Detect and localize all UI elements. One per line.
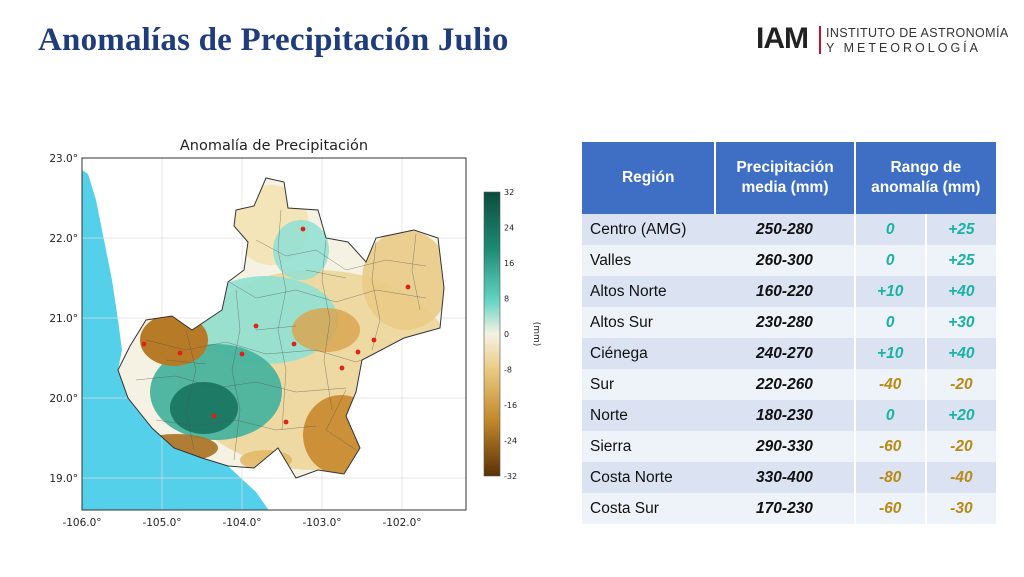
cell-media: 220-260	[715, 369, 856, 400]
cell-anomaly-low: 0	[854, 245, 927, 276]
y-tick-label: 23.0°	[49, 153, 78, 165]
cell-region: Valles	[582, 245, 716, 276]
cell-anomaly-low: 0	[854, 307, 927, 338]
table-row: Ciénega 240-270 +10 +40	[582, 338, 996, 369]
cell-region: Norte	[582, 400, 716, 431]
colorbar-tick: -24	[504, 437, 517, 446]
cell-anomaly-low: -80	[854, 462, 927, 493]
table-row: Sur 220-260 -40 -20	[582, 369, 996, 400]
cell-region: Altos Norte	[582, 276, 716, 307]
header-rango: Rango de anomalía (mm)	[854, 142, 996, 214]
cell-anomaly-low: +10	[854, 338, 927, 369]
cell-media: 330-400	[715, 462, 856, 493]
cell-anomaly-high: -40	[925, 462, 996, 493]
precipitation-anomaly-map: Anomalía de Precipitación	[26, 130, 546, 530]
cell-region: Sierra	[582, 431, 716, 462]
table-row: Altos Sur 230-280 0 +30	[582, 307, 996, 338]
table-row: Valles 260-300 0 +25	[582, 245, 996, 276]
cell-anomaly-high: +25	[925, 214, 996, 245]
cell-anomaly-low: 0	[854, 400, 927, 431]
colorbar-tick: 24	[504, 224, 514, 233]
logo-divider	[819, 26, 821, 54]
table-header-row: Región Precipitación media (mm) Rango de…	[582, 142, 996, 214]
x-tick-label: -103.0°	[302, 517, 341, 529]
x-tick-label: -106.0°	[62, 517, 101, 529]
table-row: Altos Norte 160-220 +10 +40	[582, 276, 996, 307]
table-row: Centro (AMG) 250-280 0 +25	[582, 214, 996, 245]
x-tick-label: -104.0°	[222, 517, 261, 529]
colorbar-tick: -32	[504, 472, 517, 481]
colorbar-tick: -16	[504, 401, 517, 410]
cell-region: Sur	[582, 369, 716, 400]
y-tick-label: 21.0°	[49, 313, 78, 325]
y-tick-label: 19.0°	[49, 473, 78, 485]
colorbar-tick: -8	[504, 366, 512, 375]
cell-region: Ciénega	[582, 338, 716, 369]
colorbar-tick: 0	[504, 330, 509, 339]
table-row: Costa Norte 330-400 -80 -40	[582, 462, 996, 493]
table-row: Sierra 290-330 -60 -20	[582, 431, 996, 462]
iam-logo: IAM INSTITUTO DE ASTRONOMÍA Y METEOROLOG…	[756, 20, 1009, 60]
cell-anomaly-high: +40	[925, 338, 996, 369]
cell-media: 170-230	[715, 493, 856, 524]
cell-anomaly-high: +30	[925, 307, 996, 338]
colorbar-tick: 8	[504, 295, 509, 304]
cell-region: Costa Sur	[582, 493, 716, 524]
cell-media: 260-300	[715, 245, 856, 276]
jalisco-outline	[117, 177, 445, 479]
y-tick-label: 20.0°	[49, 393, 78, 405]
plot-frame	[81, 157, 467, 511]
cell-region: Altos Sur	[582, 307, 716, 338]
cell-media: 250-280	[715, 214, 856, 245]
map-title: Anomalía de Precipitación	[180, 138, 368, 154]
x-tick-label: -102.0°	[382, 517, 421, 529]
logo-line-2: Y METEOROLOGÍA	[826, 41, 981, 55]
cell-anomaly-low: -60	[854, 493, 927, 524]
cell-anomaly-low: 0	[854, 214, 927, 245]
municipal-boundaries	[135, 209, 427, 461]
cell-anomaly-high: +25	[925, 245, 996, 276]
cell-anomaly-high: -20	[925, 369, 996, 400]
table-row: Costa Sur 170-230 -60 -30	[582, 493, 996, 524]
x-axis: -106.0° -105.0° -104.0° -103.0° -102.0°	[62, 517, 421, 529]
cell-media: 180-230	[715, 400, 856, 431]
pacific-ocean	[82, 170, 269, 510]
cell-region: Costa Norte	[582, 462, 716, 493]
cell-anomaly-high: -30	[925, 493, 996, 524]
cell-anomaly-low: -60	[854, 431, 927, 462]
cell-region: Centro (AMG)	[582, 214, 716, 245]
table-row: Norte 180-230 0 +20	[582, 400, 996, 431]
colorbar-tick: 32	[504, 188, 514, 197]
map-figure: Anomalía de Precipitación	[49, 138, 541, 529]
cell-anomaly-high: -20	[925, 431, 996, 462]
cell-media: 160-220	[715, 276, 856, 307]
cell-anomaly-high: +20	[925, 400, 996, 431]
logo-line-1: INSTITUTO DE ASTRONOMÍA	[826, 26, 1009, 40]
cell-media: 230-280	[715, 307, 856, 338]
header-media: Precipitación media (mm)	[715, 142, 856, 214]
cell-anomaly-high: +40	[925, 276, 996, 307]
table-body: Centro (AMG) 250-280 0 +25 Valles 260-30…	[582, 214, 996, 524]
logo-mark: IAM	[756, 22, 809, 55]
cell-media: 290-330	[715, 431, 856, 462]
colorbar-label: (mm)	[531, 322, 541, 347]
cell-media: 240-270	[715, 338, 856, 369]
cell-anomaly-low: -40	[854, 369, 927, 400]
colorbar-tick: 16	[504, 259, 514, 268]
page-title: Anomalías de Precipitación Julio	[38, 22, 509, 58]
header-region: Región	[582, 142, 717, 214]
anomaly-table: Región Precipitación media (mm) Rango de…	[582, 142, 996, 524]
y-tick-label: 22.0°	[49, 233, 78, 245]
city-markers	[141, 226, 411, 425]
colorbar: 32 24 16 8 0 -8 -16 -24 -32 (mm)	[483, 188, 541, 481]
x-tick-label: -105.0°	[142, 517, 181, 529]
y-axis: 23.0° 22.0° 21.0° 20.0° 19.0°	[49, 153, 78, 485]
cell-anomaly-low: +10	[854, 276, 927, 307]
